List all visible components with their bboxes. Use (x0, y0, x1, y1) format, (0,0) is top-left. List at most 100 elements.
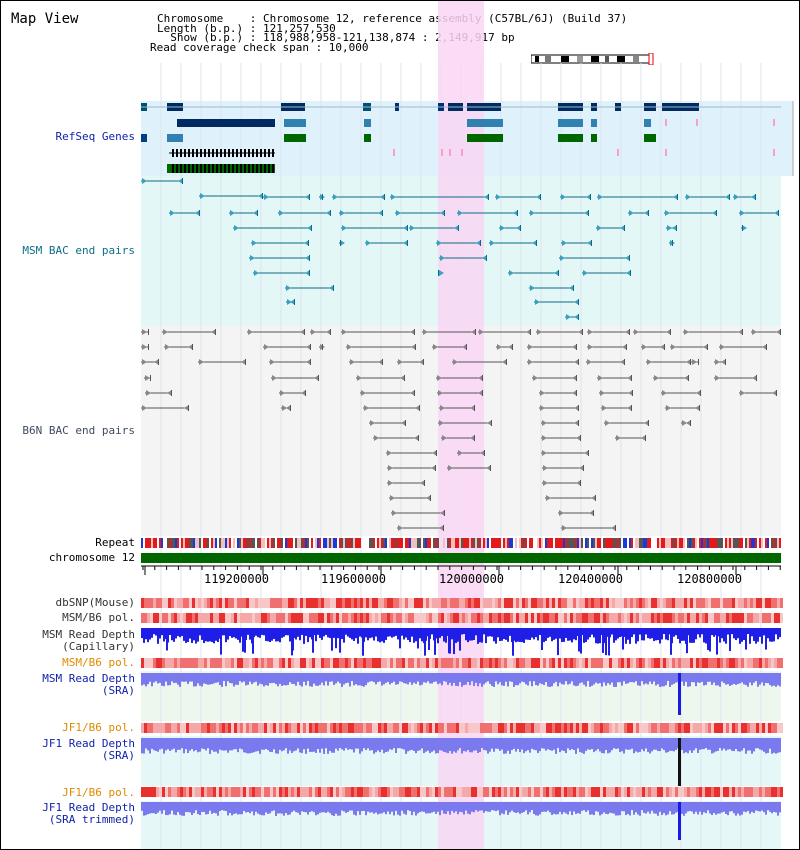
polymorphism-cell (489, 723, 492, 733)
polymorphism-cell (159, 598, 162, 608)
polymorphism-cell (705, 723, 708, 733)
depth-bar (613, 802, 615, 814)
polymorphism-cell (696, 723, 699, 733)
depth-bar (287, 738, 289, 754)
depth-bar (331, 628, 333, 651)
msm-b6-pol-label-1[interactable]: MSM/B6 pol. (62, 611, 135, 624)
depth-bar (593, 802, 595, 816)
jf1-b6-pol-label-1[interactable]: JF1/B6 pol. (62, 721, 135, 734)
polymorphism-cell (612, 598, 615, 608)
msm-bac-end-pairs-label[interactable]: MSM BAC end pairs (22, 244, 135, 257)
depth-bar (745, 802, 747, 813)
msm-b6-pol-label-2[interactable]: MSM/B6 pol. (62, 656, 135, 669)
gene-feature (284, 134, 306, 142)
polymorphism-cell (240, 723, 243, 733)
polymorphism-cell (432, 658, 435, 668)
polymorphism-cell (735, 723, 738, 733)
polymorphism-cell (618, 787, 621, 797)
depth-bar (565, 628, 567, 638)
depth-bar (237, 628, 239, 640)
depth-bar (725, 628, 727, 644)
depth-bar (277, 673, 279, 687)
depth-bar (157, 628, 159, 644)
depth-bar (339, 802, 341, 816)
depth-bar (251, 802, 253, 812)
polymorphism-cell (735, 613, 738, 623)
bac-end (560, 255, 565, 261)
dbsnp-label[interactable]: dbSNP(Mouse) (55, 596, 135, 609)
polymorphism-cell (222, 787, 225, 797)
depth-bar (597, 738, 599, 750)
depth-bar (361, 738, 363, 752)
depth-bar (439, 738, 441, 751)
polymorphism-cell (219, 658, 222, 668)
polymorphism-cell (282, 658, 285, 668)
depth-bar (411, 673, 413, 685)
bac-end (444, 510, 445, 516)
depth-bar (553, 802, 555, 814)
chromosome-ideogram[interactable] (531, 53, 656, 65)
repeat-mark (225, 538, 227, 548)
bac-end (424, 480, 425, 486)
depth-bar (473, 628, 475, 640)
repeat-mark (315, 538, 317, 548)
polymorphism-cell (537, 787, 540, 797)
jf1-read-depth-trimmed-label[interactable]: JF1 Read Depth (SRA trimmed) (42, 801, 135, 826)
bac-end (520, 225, 521, 231)
depth-bar (585, 738, 587, 751)
jf1-b6-pol-label-2[interactable]: JF1/B6 pol. (62, 786, 135, 799)
axis-tick-label: 119200000 (204, 572, 270, 586)
depth-bar (601, 673, 603, 687)
polymorphism-cell (276, 658, 279, 668)
depth-bar (529, 628, 531, 641)
polymorphism-cell (417, 658, 420, 668)
bac-end (480, 240, 481, 246)
polymorphism-cell (309, 613, 312, 623)
polymorphism-cell (507, 723, 510, 733)
bac-end (301, 390, 306, 396)
depth-bar (255, 738, 257, 752)
depth-bar (233, 802, 235, 814)
depth-bar (747, 802, 749, 811)
depth-bar (633, 802, 635, 815)
depth-bar (697, 673, 699, 683)
bac-end (751, 194, 756, 200)
depth-bar (671, 738, 673, 751)
depth-bar (625, 802, 627, 816)
bac-end (554, 270, 559, 276)
bac-end (602, 405, 607, 411)
polymorphism-cell (420, 723, 423, 733)
bac-end (439, 525, 444, 531)
depth-bar (585, 802, 587, 812)
bac-end (165, 344, 170, 350)
polymorphism-cell (282, 598, 285, 608)
repeat-mark (749, 538, 751, 548)
jf1-read-depth-sra-label[interactable]: JF1 Read Depth (SRA) (42, 737, 135, 762)
bac-end (591, 240, 592, 246)
depth-bar (537, 738, 539, 754)
depth-bar (623, 802, 625, 812)
refseq-genes-label[interactable]: RefSeq Genes (55, 130, 135, 143)
msm-read-depth-capillary-label[interactable]: MSM Read Depth (Capillary) (42, 628, 135, 653)
depth-bar (147, 673, 149, 685)
polymorphism-cell (534, 658, 537, 668)
polymorphism-cell (765, 723, 768, 733)
depth-bar (621, 673, 623, 686)
b6n-bac-end-pairs-label[interactable]: B6N BAC end pairs (22, 424, 135, 437)
depth-bar (622, 628, 624, 650)
polymorphism-cell (195, 598, 198, 608)
depth-bar (317, 673, 319, 686)
depth-bar (309, 628, 311, 638)
depth-bar (451, 628, 453, 640)
msm-read-depth-sra-label[interactable]: MSM Read Depth (SRA) (42, 672, 135, 697)
gene-feature (558, 134, 583, 142)
depth-bar (323, 738, 325, 754)
polymorphism-cell (156, 598, 159, 608)
polymorphism-cell (261, 787, 264, 797)
polymorphism-cell (255, 723, 258, 733)
polymorphism-cell (660, 613, 663, 623)
polymorphism-cell (738, 787, 741, 797)
bac-end (340, 240, 345, 246)
depth-bar (739, 738, 741, 752)
